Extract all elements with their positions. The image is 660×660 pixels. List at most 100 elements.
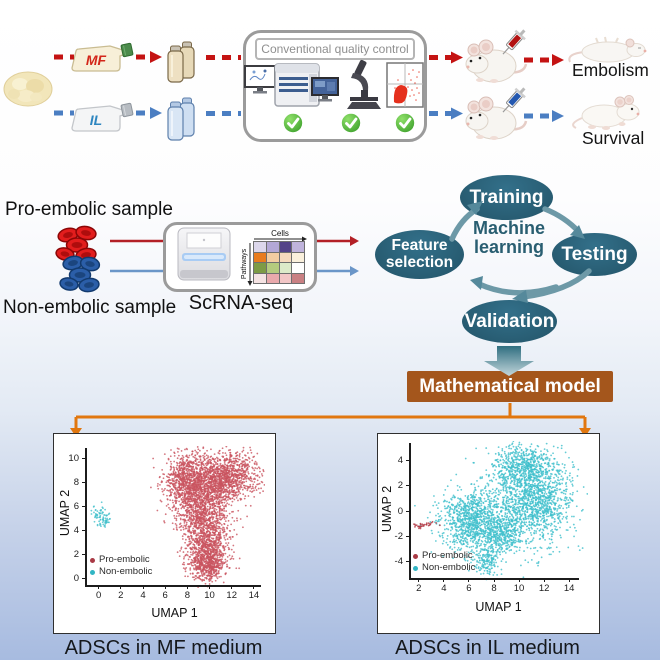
heatmap-cell	[279, 263, 292, 273]
y-tick-label: 10	[68, 452, 79, 464]
x-tick-mark	[164, 585, 166, 589]
check-icon-3	[394, 112, 416, 134]
y-axis-line	[85, 448, 87, 585]
caption-mf: ADSCs in MF medium	[64, 637, 263, 659]
x-axis-label: UMAP 1	[475, 600, 522, 614]
legend-dot-pro	[90, 557, 95, 563]
caption-il: ADSCs in IL medium	[395, 637, 580, 659]
x-axis-line	[85, 585, 261, 587]
y-tick-label: 2	[397, 480, 403, 492]
il-flask-label: IL	[90, 112, 102, 128]
non-sample-arrowhead	[350, 266, 359, 276]
mouse-injected-il-icon	[465, 96, 528, 140]
y-tick-label: 4	[73, 525, 79, 537]
x-tick-mark	[98, 585, 100, 589]
x-tick-mark	[418, 578, 420, 582]
x-tick-label: 14	[563, 583, 575, 594]
pro-sample-arrowhead	[350, 236, 359, 246]
x-tick-label: 8	[184, 590, 191, 601]
legend-label-pro: Pro-embolic	[99, 554, 150, 565]
y-tick-label: 0	[73, 573, 79, 585]
x-tick-label: 12	[538, 583, 550, 594]
feature-label-line2: selection	[385, 253, 454, 271]
x-tick-label: 12	[226, 590, 238, 601]
mf-arrowhead-2	[451, 51, 463, 64]
embolism-label: Embolism	[572, 60, 649, 80]
heatmap-cell	[254, 252, 266, 262]
scatter-canvas-il	[400, 441, 588, 581]
heatmap-cell	[266, 273, 279, 283]
heatmap-cell	[292, 242, 304, 252]
heatmap-cell	[292, 252, 304, 262]
y-tick-label: -4	[394, 556, 403, 568]
mf-flask-icon: MF	[71, 42, 134, 72]
il-arrowhead-1	[150, 107, 162, 119]
x-tick-mark	[120, 585, 122, 589]
legend: Pro-embolic Non-embolic	[413, 550, 475, 574]
legend-item-pro: Pro-embolic	[90, 554, 152, 566]
x-tick-label: 14	[248, 590, 260, 601]
x-tick-label: 2	[416, 583, 422, 594]
y-tick-mark	[405, 561, 409, 563]
heatmap-cell	[279, 242, 292, 252]
x-tick-mark	[142, 585, 144, 589]
x-tick-mark	[568, 578, 570, 582]
feature-label-line1: Feature	[391, 237, 448, 255]
x-tick-label: 0	[95, 590, 102, 601]
heatmap-cell	[266, 263, 279, 273]
y-tick-mark	[81, 578, 85, 580]
ml-center-line2: learning	[473, 237, 544, 258]
x-tick-mark	[231, 585, 233, 589]
heatmap-cell	[279, 273, 292, 283]
legend-label-non: Non-embolic	[422, 562, 476, 573]
microscope-icon	[311, 59, 381, 109]
ml-node-testing: Testing	[552, 233, 637, 276]
heatmap-cell	[254, 242, 266, 252]
legend-item-non: Non-embolic	[90, 566, 152, 578]
il-vials-icon	[167, 97, 195, 141]
y-tick-label: 0	[397, 505, 403, 517]
model-branch-connector	[74, 403, 587, 428]
heatmap-cell	[254, 273, 266, 283]
mf-vials-icon	[167, 41, 195, 83]
il-arrowhead-3	[552, 110, 564, 122]
legend-label-non: Non-embolic	[99, 566, 153, 577]
mathematical-model-box: Mathematical model	[407, 371, 613, 402]
check-icon-1	[282, 112, 304, 134]
ml-center-line1: Machine	[472, 218, 546, 238]
scrnaseq-label: ScRNA-seq	[188, 292, 294, 314]
legend: Pro-embolic Non-embolic	[90, 554, 152, 578]
y-tick-mark	[405, 485, 409, 487]
ml-center-label: Machine learning	[455, 218, 563, 258]
x-tick-label: 6	[466, 583, 472, 594]
x-axis-label: UMAP 1	[151, 606, 198, 620]
pro-embolic-sample-label: Pro-embolic sample	[5, 199, 173, 220]
y-tick-label: 4	[397, 454, 403, 466]
y-tick-mark	[81, 481, 85, 483]
heatmap-grid	[253, 241, 305, 284]
x-tick-mark	[543, 578, 545, 582]
x-tick-label: 8	[491, 583, 497, 594]
heatmap-cell	[292, 273, 304, 283]
legend-dot-non	[90, 569, 95, 575]
arrow-testing-to-feature	[476, 281, 559, 296]
surviving-mouse-icon	[572, 95, 640, 130]
legend-dot-non	[413, 565, 418, 571]
non-embolic-sample-label: Non-embolic sample	[3, 297, 177, 318]
heatmap-x-label: Cells	[271, 229, 289, 238]
y-tick-mark	[81, 457, 85, 459]
ml-node-training: Training	[460, 175, 553, 220]
cytometry-plot-icon	[386, 62, 424, 108]
y-tick-mark	[405, 459, 409, 461]
ml-node-feature-selection: Feature selection	[375, 230, 464, 279]
y-axis-line	[409, 443, 411, 578]
qc-checkmarks	[282, 112, 416, 134]
y-tick-label: 8	[73, 476, 79, 488]
arrowhead-to-feature	[470, 276, 483, 290]
x-tick-mark	[468, 578, 470, 582]
heatmap-cell	[279, 252, 292, 262]
x-tick-mark	[186, 585, 188, 589]
mouse-injected-mf-icon	[465, 39, 528, 83]
